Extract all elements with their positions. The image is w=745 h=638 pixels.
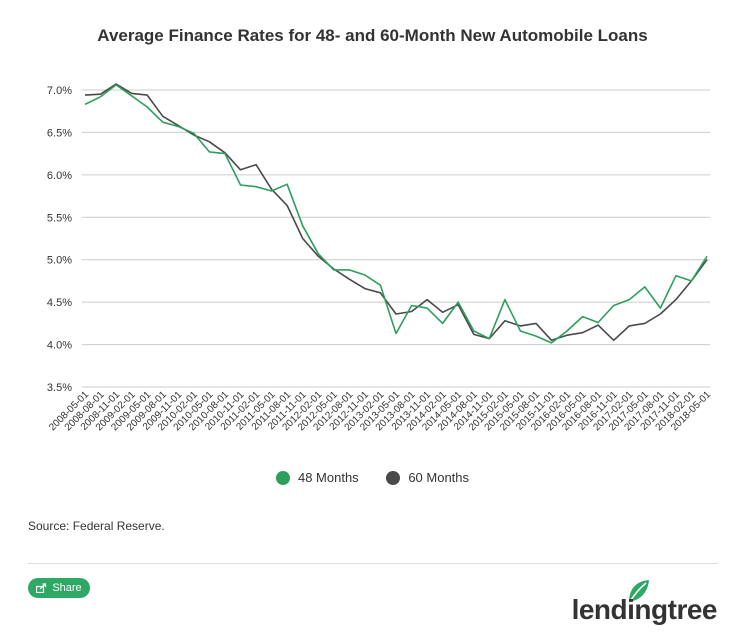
- y-tick-label: 4.5%: [47, 297, 72, 309]
- series-line-48-months: [84, 84, 708, 344]
- line-chart: 3.5% 4.0% 4.5% 5.0% 5.5% 6.0% 6.5% 7.0% 2008-05…: [47, 83, 713, 433]
- legend-item-48-months[interactable]: 48 Months: [275, 470, 359, 485]
- leaf-icon: [629, 580, 649, 602]
- share-icon: [36, 583, 47, 593]
- divider: [28, 563, 718, 564]
- lendingtree-logo: lendingtree: [517, 578, 718, 628]
- share-button[interactable]: Share: [28, 578, 90, 598]
- share-label: Share: [52, 582, 82, 594]
- legend-swatch-60-months: [386, 470, 401, 485]
- logo-text: lendingtree: [571, 594, 718, 625]
- legend-label-48-months: 48 Months: [297, 470, 359, 485]
- y-tick-label: 4.0%: [47, 340, 72, 352]
- legend-item-60-months[interactable]: 60 Months: [386, 470, 469, 485]
- series-lines: [84, 83, 708, 344]
- legend-swatch-48-months: [275, 470, 290, 485]
- x-axis-ticks: 2008-05-012008-08-012008-11-012009-02-01…: [47, 389, 713, 433]
- y-tick-label: 6.0%: [47, 170, 72, 182]
- legend-label-60-months: 60 Months: [408, 470, 470, 485]
- y-tick-label: 5.5%: [47, 212, 72, 224]
- grid-lines: [82, 89, 710, 388]
- legend: 48 Months 60 Months: [0, 470, 745, 488]
- y-tick-label: 7.0%: [47, 85, 72, 97]
- y-axis-ticks: 3.5% 4.0% 4.5% 5.0% 5.5% 6.0% 6.5% 7.0%: [47, 85, 72, 394]
- y-tick-label: 5.0%: [47, 255, 72, 267]
- y-tick-label: 6.5%: [47, 127, 72, 139]
- source-note: Source: Federal Reserve.: [28, 519, 165, 533]
- y-tick-label: 3.5%: [47, 382, 72, 394]
- chart-title: Average Finance Rates for 48- and 60-Mon…: [97, 26, 648, 45]
